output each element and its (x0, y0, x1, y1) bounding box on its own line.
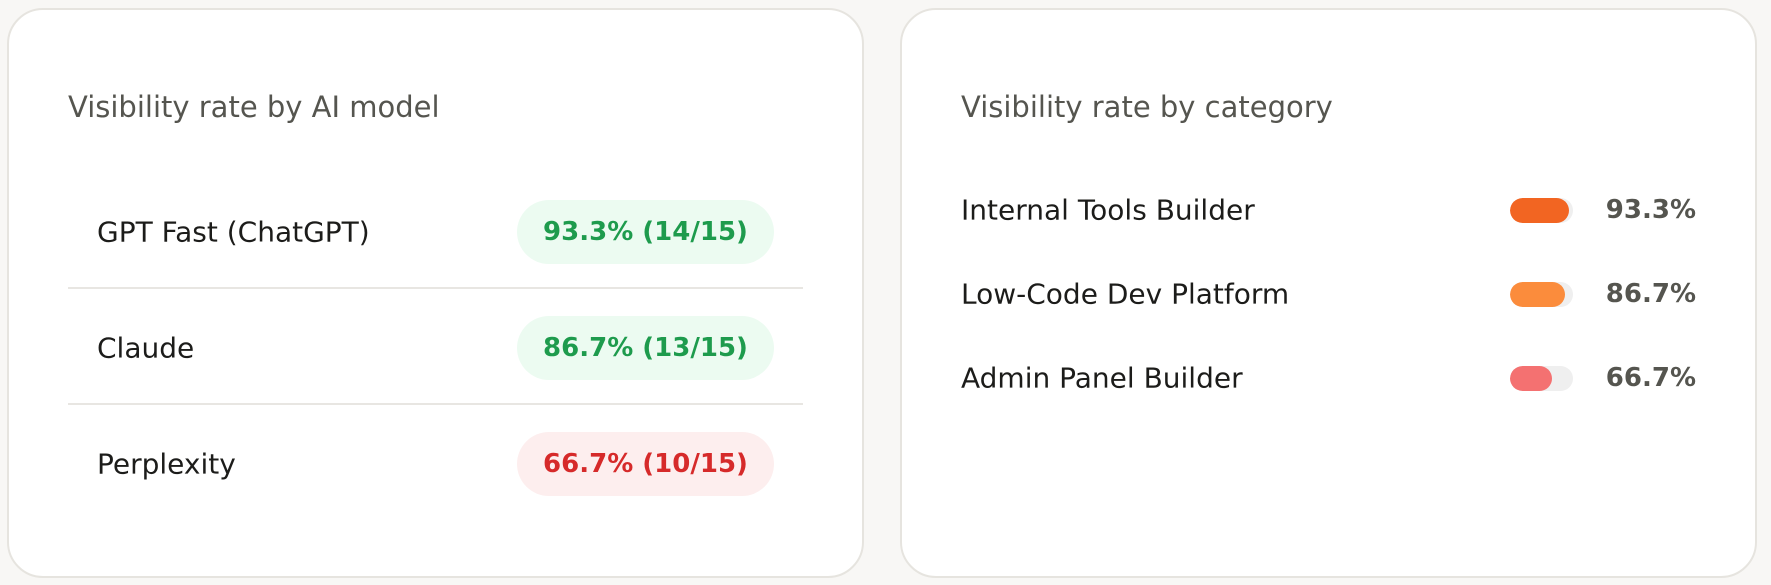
model-name: Claude (97, 331, 195, 364)
value-label: 93.3% (1605, 195, 1696, 225)
category-card: Visibility rate by category Internal Too… (900, 8, 1757, 578)
bar-track (1510, 366, 1573, 391)
model-row: Claude 86.7% (13/15) (68, 290, 803, 405)
bar-track (1510, 198, 1573, 223)
rate-badge: 86.7% (13/15) (517, 315, 774, 380)
rate-badge: 66.7% (10/15) (517, 431, 774, 496)
bar (1510, 366, 1553, 391)
category-name: Admin Panel Builder (961, 361, 1243, 395)
category-row: Internal Tools Builder 93.3% (961, 185, 1696, 235)
category-name: Low-Code Dev Platform (961, 277, 1290, 311)
bar (1510, 282, 1565, 307)
card-title: Visibility rate by AI model (68, 90, 440, 124)
bar (1510, 198, 1569, 223)
model-name: GPT Fast (ChatGPT) (97, 215, 370, 248)
card-title: Visibility rate by category (961, 90, 1333, 124)
divider (68, 403, 803, 405)
value-label: 66.7% (1605, 363, 1696, 393)
divider (68, 287, 803, 289)
model-row: Perplexity 66.7% (10/15) (68, 406, 803, 521)
model-name: Perplexity (97, 447, 236, 480)
category-row: Admin Panel Builder 66.7% (961, 353, 1696, 403)
value-label: 86.7% (1605, 279, 1696, 309)
bar-track (1510, 282, 1573, 307)
category-row: Low-Code Dev Platform 86.7% (961, 269, 1696, 319)
model-card: Visibility rate by AI model GPT Fast (Ch… (7, 8, 864, 578)
model-row: GPT Fast (ChatGPT) 93.3% (14/15) (68, 174, 803, 289)
category-name: Internal Tools Builder (961, 193, 1255, 227)
rate-badge: 93.3% (14/15) (517, 199, 774, 264)
